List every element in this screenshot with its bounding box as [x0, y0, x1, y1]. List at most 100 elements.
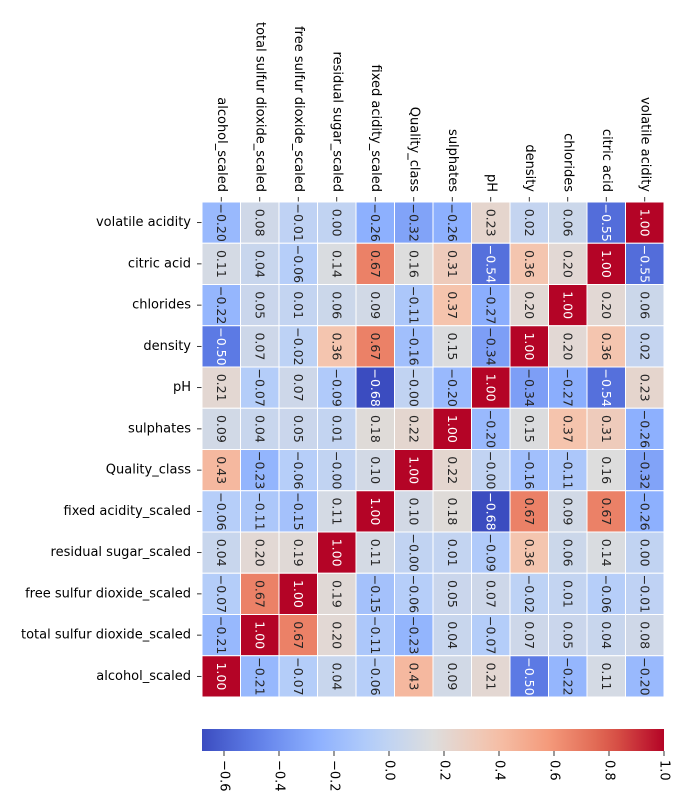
heatmap-cell	[240, 366, 280, 409]
heatmap-cell	[355, 366, 395, 409]
cell-value-label: 0.01	[560, 580, 575, 608]
cell-value-label: 0.04	[329, 662, 344, 690]
cell-value-label: −0.23	[406, 616, 421, 654]
cell-value-label: 0.11	[329, 497, 344, 525]
heatmap-cell	[548, 655, 588, 698]
cell-value-label: 0.21	[214, 374, 229, 402]
heatmap-cell	[509, 284, 549, 327]
cell-value-label: 0.06	[637, 291, 652, 319]
cell-value-label: −0.11	[406, 286, 421, 324]
cell-value-label: 0.01	[329, 415, 344, 443]
cell-value-label: 0.10	[368, 456, 383, 484]
heatmap-cell	[625, 614, 665, 657]
cell-value-label: 1.00	[329, 539, 344, 567]
cell-value-label: 0.05	[252, 291, 267, 319]
heatmap-cell	[471, 201, 511, 244]
heatmap-cell	[240, 201, 280, 244]
row-label: residual sugar_scaled	[51, 545, 191, 560]
cell-value-label: 0.10	[406, 497, 421, 525]
cell-value-label: −0.16	[522, 451, 537, 489]
heatmap-cell	[625, 325, 665, 368]
cell-value-label: −0.32	[406, 203, 421, 241]
cell-value-label: −0.11	[252, 492, 267, 530]
cell-value-label: −0.34	[483, 327, 498, 365]
cell-value-label: 0.31	[445, 250, 460, 278]
heatmap-cell	[201, 614, 241, 657]
cell-value-label: −0.01	[291, 203, 306, 241]
heatmap-cell	[509, 449, 549, 492]
cell-value-label: 0.22	[406, 415, 421, 443]
cell-value-label: 0.18	[445, 497, 460, 525]
heatmap-cell	[509, 572, 549, 615]
cell-value-label: −0.26	[637, 410, 652, 448]
heatmap-cell	[586, 366, 626, 409]
cell-value-label: −0.06	[368, 657, 383, 695]
heatmap-cell	[548, 201, 588, 244]
cell-value-label: 0.20	[522, 291, 537, 319]
column-label: fixed acidity_scaled	[368, 65, 383, 193]
column-label: residual sugar_scaled	[329, 52, 344, 192]
cell-value-label: 0.11	[214, 250, 229, 278]
heatmap-cell	[432, 407, 472, 450]
cell-value-label: −0.20	[214, 203, 229, 241]
cell-value-label: 1.00	[214, 662, 229, 690]
heatmap-cell	[240, 655, 280, 698]
cell-value-label: 0.06	[560, 209, 575, 237]
heatmap-cell	[201, 655, 241, 698]
cell-value-label: 0.04	[599, 621, 614, 649]
heatmap-cells: −0.20 0.08 −0.01 0.00 −0.26 −0.32 −0.26 0.23 0.0…	[201, 201, 665, 698]
heatmap-cell	[432, 655, 472, 698]
cell-value-label: 0.37	[445, 291, 460, 319]
heatmap-cell	[201, 572, 241, 615]
cell-value-label: 0.21	[483, 662, 498, 690]
cell-value-label: −0.54	[599, 368, 614, 406]
cell-value-label: 0.07	[291, 374, 306, 402]
cell-value-label: −0.26	[445, 203, 460, 241]
cell-value-label: 0.09	[560, 497, 575, 525]
heatmap-cell	[509, 201, 549, 244]
cell-value-label: 0.20	[329, 621, 344, 649]
cell-value-label: 0.00	[637, 539, 652, 567]
cell-value-label: 0.36	[329, 332, 344, 360]
heatmap-cell	[471, 284, 511, 327]
cell-value-label: 0.67	[368, 250, 383, 278]
heatmap-cell	[509, 531, 549, 574]
colorbar-tick-label: 0.6	[547, 760, 562, 781]
column-label: citric acid	[599, 129, 614, 192]
cell-value-label: −0.16	[406, 327, 421, 365]
cell-value-label: 1.00	[291, 580, 306, 608]
cell-value-label: −0.00	[406, 368, 421, 406]
cell-value-label: 0.02	[522, 209, 537, 237]
heatmap-cell	[355, 490, 395, 533]
colorbar: −0.6 −0.4 −0.2 0.0 0.2 0.4 0.6 0.8 1.0	[202, 729, 672, 792]
cell-value-label: 0.04	[252, 250, 267, 278]
heatmap-cell	[548, 572, 588, 615]
colorbar-gradient	[202, 729, 664, 751]
cell-value-label: 0.19	[329, 580, 344, 608]
heatmap-cell	[355, 325, 395, 368]
column-label: alcohol_scaled	[214, 97, 229, 192]
row-label: volatile acidity	[96, 215, 191, 230]
cell-value-label: 0.15	[445, 332, 460, 360]
column-label: Quality_class	[406, 107, 421, 192]
heatmap-cell	[471, 325, 511, 368]
cell-value-label: 1.00	[252, 621, 267, 649]
cell-value-label: −0.54	[483, 245, 498, 283]
cell-value-label: −0.55	[599, 203, 614, 241]
colorbar-tick-label: 0.2	[437, 760, 452, 781]
row-label: Quality_class	[106, 463, 191, 478]
cell-value-label: 0.16	[406, 250, 421, 278]
heatmap-cell	[509, 655, 549, 698]
heatmap-cell	[625, 490, 665, 533]
heatmap-cell	[586, 325, 626, 368]
row-label: fixed acidity_scaled	[64, 504, 192, 519]
heatmap-cell	[317, 242, 357, 285]
cell-value-label: −0.50	[214, 327, 229, 365]
heatmap-cell	[548, 284, 588, 327]
heatmap-cell	[201, 366, 241, 409]
heatmap-cell	[509, 490, 549, 533]
heatmap-cell	[201, 490, 241, 533]
cell-value-label: −0.21	[214, 616, 229, 654]
cell-value-label: 0.01	[291, 291, 306, 319]
